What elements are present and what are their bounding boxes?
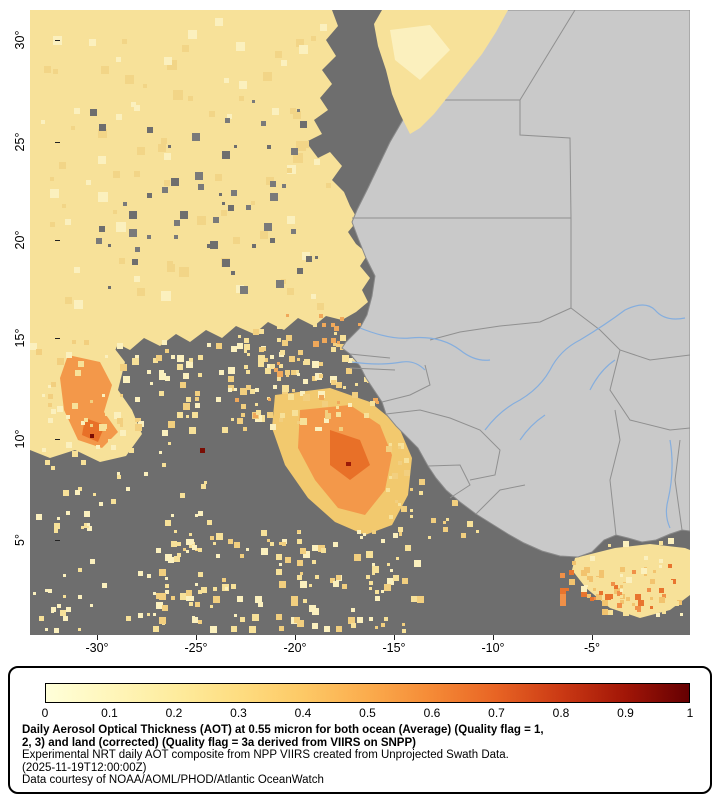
y-axis-label-20: 20° bbox=[13, 230, 27, 250]
colorbar-gradient bbox=[45, 683, 690, 703]
y-axis-label-5: 5° bbox=[13, 534, 27, 546]
y-tick bbox=[55, 40, 60, 41]
colorbar-label: 0.5 bbox=[359, 706, 376, 720]
x-tick bbox=[196, 635, 197, 640]
x-tick bbox=[295, 635, 296, 640]
x-axis-label-m10: -10° bbox=[481, 641, 505, 655]
x-tick bbox=[493, 635, 494, 640]
caption-credit: Data courtesy of NOAA/AOML/PHOD/Atlantic… bbox=[22, 774, 324, 787]
y-axis-label-15: 15° bbox=[13, 328, 27, 348]
rivers bbox=[351, 304, 686, 529]
colorbar-tick-labels: 0 0.1 0.2 0.3 0.4 0.5 0.6 0.7 0.8 0.9 1 bbox=[41, 706, 694, 720]
x-axis-label-m20: -20° bbox=[283, 641, 307, 655]
x-tick bbox=[97, 635, 98, 640]
legend-caption: Daily Aerosol Optical Thickness (AOT) at… bbox=[22, 724, 704, 787]
caption-timestamp: (2025-11-19T12:00:00Z) bbox=[22, 761, 147, 774]
caption-title-line1: Daily Aerosol Optical Thickness (AOT) at… bbox=[22, 724, 544, 736]
aerosol-speckle-texture bbox=[30, 18, 683, 633]
x-tick bbox=[592, 635, 593, 640]
legend-panel: 0 0.1 0.2 0.3 0.4 0.5 0.6 0.7 0.8 0.9 1 … bbox=[8, 666, 712, 794]
aot-extreme-pixel bbox=[346, 462, 351, 466]
colorbar-label: 0.8 bbox=[552, 706, 570, 720]
colorbar-label: 0.6 bbox=[423, 706, 441, 720]
y-axis-label-10: 10° bbox=[13, 429, 27, 449]
colorbar-label: 0.2 bbox=[165, 706, 183, 720]
y-axis-label-25: 25° bbox=[13, 132, 27, 152]
y-tick bbox=[55, 240, 60, 241]
country-borders bbox=[349, 10, 690, 536]
aerosol-cluster-center-deep bbox=[330, 430, 370, 480]
colorbar-label: 0.1 bbox=[101, 706, 118, 720]
aot-extreme-pixel bbox=[90, 434, 94, 438]
caption-title-line2: 2, 3) and land (corrected) (Quality flag… bbox=[22, 736, 416, 749]
y-tick bbox=[55, 338, 60, 339]
y-tick bbox=[55, 540, 60, 541]
x-tick bbox=[394, 635, 395, 640]
land-mass-west-africa bbox=[341, 10, 690, 558]
colorbar-label: 0.3 bbox=[230, 706, 247, 720]
x-axis-label-m5: -5° bbox=[583, 641, 601, 655]
aerosol-plume-main bbox=[30, 10, 370, 386]
x-axis-label-m30: -30° bbox=[85, 641, 109, 655]
aerosol-patch-north-coast-light bbox=[390, 25, 450, 80]
aot-extreme-pixel bbox=[200, 448, 205, 453]
colorbar-label: 0.4 bbox=[294, 706, 312, 720]
colorbar-label: 0.9 bbox=[617, 706, 634, 720]
x-axis-label-m25: -25° bbox=[184, 641, 208, 655]
caption-description: Experimental NRT daily AOT composite fro… bbox=[22, 749, 509, 762]
x-axis-label-m15: -15° bbox=[382, 641, 406, 655]
map-plot bbox=[30, 10, 690, 635]
y-axis-label-30: 30° bbox=[13, 30, 27, 50]
colorbar-label: 1 bbox=[686, 706, 694, 720]
colorbar-label: 0.7 bbox=[488, 706, 505, 720]
y-tick bbox=[55, 439, 60, 440]
y-tick bbox=[55, 142, 60, 143]
aot-map-image bbox=[30, 10, 690, 635]
colorbar-label: 0 bbox=[41, 706, 49, 720]
